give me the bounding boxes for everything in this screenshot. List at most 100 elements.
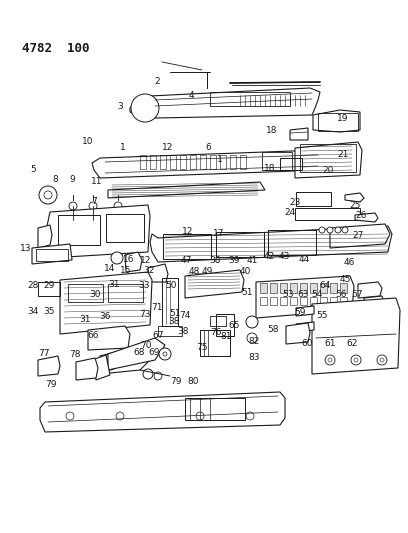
Polygon shape bbox=[60, 272, 152, 334]
Bar bbox=[290, 297, 297, 305]
Text: 4: 4 bbox=[188, 91, 194, 100]
Text: 53: 53 bbox=[282, 290, 294, 298]
Text: 69: 69 bbox=[149, 349, 160, 357]
Text: 79: 79 bbox=[171, 377, 182, 386]
Bar bbox=[295, 208, 360, 220]
Bar bbox=[180, 155, 186, 169]
Bar bbox=[68, 284, 103, 302]
Text: 64: 64 bbox=[319, 281, 330, 290]
Text: 75: 75 bbox=[197, 343, 208, 352]
Text: 55: 55 bbox=[317, 311, 328, 320]
Bar bbox=[140, 155, 146, 169]
Bar bbox=[270, 283, 277, 293]
Text: 1: 1 bbox=[120, 143, 125, 152]
Polygon shape bbox=[345, 193, 364, 202]
Text: 5: 5 bbox=[31, 165, 36, 174]
Circle shape bbox=[377, 355, 387, 365]
Text: 58: 58 bbox=[268, 325, 279, 334]
Polygon shape bbox=[185, 270, 244, 298]
Text: 16: 16 bbox=[123, 255, 135, 263]
Text: 50: 50 bbox=[165, 281, 176, 290]
Polygon shape bbox=[44, 205, 150, 258]
Text: 62: 62 bbox=[347, 339, 358, 348]
Text: 71: 71 bbox=[151, 303, 162, 311]
Bar bbox=[330, 297, 337, 305]
Polygon shape bbox=[38, 356, 60, 376]
Circle shape bbox=[342, 227, 348, 233]
Circle shape bbox=[319, 227, 325, 233]
Text: 28: 28 bbox=[27, 281, 38, 290]
Text: 38: 38 bbox=[168, 318, 180, 326]
Polygon shape bbox=[296, 306, 314, 316]
Bar bbox=[230, 155, 236, 169]
Text: 44: 44 bbox=[299, 255, 310, 263]
Circle shape bbox=[114, 202, 122, 210]
Bar bbox=[58, 215, 100, 245]
Circle shape bbox=[66, 412, 74, 420]
Bar bbox=[210, 155, 216, 169]
Circle shape bbox=[354, 358, 358, 362]
Text: 40: 40 bbox=[239, 268, 251, 276]
Polygon shape bbox=[130, 88, 320, 118]
Bar bbox=[280, 283, 287, 293]
Bar bbox=[163, 234, 211, 259]
Text: 31: 31 bbox=[79, 316, 91, 324]
Bar bbox=[38, 282, 60, 296]
Bar bbox=[200, 330, 230, 356]
Text: 14: 14 bbox=[104, 264, 115, 273]
Text: 63: 63 bbox=[297, 290, 308, 298]
Bar bbox=[160, 155, 166, 169]
Text: 10: 10 bbox=[82, 137, 93, 146]
Circle shape bbox=[44, 191, 52, 199]
Bar bbox=[320, 297, 327, 305]
Circle shape bbox=[246, 412, 254, 420]
Text: 32: 32 bbox=[143, 266, 154, 275]
Text: 8: 8 bbox=[53, 175, 58, 183]
Text: 48: 48 bbox=[188, 268, 200, 276]
Polygon shape bbox=[312, 298, 400, 374]
Circle shape bbox=[380, 358, 384, 362]
Text: 13: 13 bbox=[20, 244, 31, 253]
Bar bbox=[300, 297, 307, 305]
Text: 3: 3 bbox=[118, 102, 123, 111]
Text: 82: 82 bbox=[248, 337, 259, 345]
Text: 66: 66 bbox=[87, 332, 99, 340]
Polygon shape bbox=[256, 276, 354, 318]
Polygon shape bbox=[38, 225, 52, 248]
Text: 45: 45 bbox=[339, 275, 351, 284]
Polygon shape bbox=[76, 358, 98, 380]
Bar bbox=[200, 155, 206, 169]
Bar bbox=[296, 192, 331, 206]
Bar bbox=[106, 214, 144, 242]
Polygon shape bbox=[364, 296, 384, 312]
Text: 76: 76 bbox=[211, 328, 222, 337]
Polygon shape bbox=[358, 282, 382, 298]
Bar bbox=[340, 283, 347, 293]
Text: 27: 27 bbox=[352, 231, 364, 240]
Text: 9: 9 bbox=[69, 175, 75, 183]
Bar bbox=[290, 283, 297, 293]
Text: 51: 51 bbox=[242, 288, 253, 296]
Bar bbox=[158, 326, 182, 336]
Text: 15: 15 bbox=[120, 266, 131, 275]
Circle shape bbox=[325, 355, 335, 365]
Bar bbox=[260, 297, 267, 305]
Text: 49: 49 bbox=[202, 268, 213, 276]
Text: 60: 60 bbox=[301, 339, 313, 348]
Text: 12: 12 bbox=[162, 143, 173, 152]
Text: 24: 24 bbox=[284, 208, 295, 216]
Text: 41: 41 bbox=[246, 256, 258, 264]
Polygon shape bbox=[32, 244, 72, 264]
Text: 12: 12 bbox=[182, 227, 193, 236]
Bar bbox=[162, 278, 178, 326]
Text: 6: 6 bbox=[205, 143, 211, 152]
Bar bbox=[300, 283, 307, 293]
Bar bbox=[216, 232, 264, 257]
Polygon shape bbox=[286, 323, 310, 344]
Text: 36: 36 bbox=[100, 312, 111, 321]
Text: 4782  100: 4782 100 bbox=[22, 42, 89, 55]
Circle shape bbox=[131, 94, 159, 122]
Bar bbox=[36, 249, 68, 261]
Text: 2: 2 bbox=[154, 77, 160, 85]
Circle shape bbox=[69, 202, 77, 210]
